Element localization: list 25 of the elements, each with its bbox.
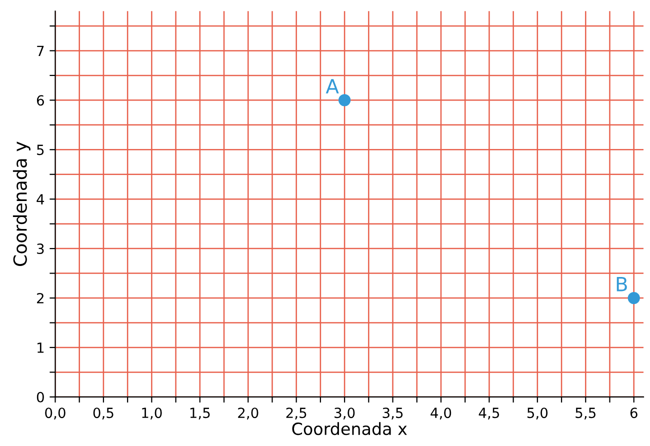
y-tick-label: 4: [36, 194, 44, 204]
x-tick-label: 5,0: [527, 408, 548, 420]
x-tick-label: 0,5: [93, 408, 114, 420]
x-tick-label: 1,5: [190, 408, 210, 420]
y-tick-label: 5: [37, 144, 44, 156]
x-tick-label: 2,5: [286, 408, 306, 420]
x-tick-label: 3,5: [382, 408, 403, 420]
x-tick-label: 2,0: [238, 408, 258, 420]
x-tick-label: 4,0: [430, 408, 452, 420]
x-tick-label: 4,5: [478, 408, 500, 420]
y-tick-label: 0: [36, 392, 44, 402]
y-tick-label: 2: [37, 292, 44, 304]
y-tick-label: 1: [38, 342, 44, 353]
x-axis-title: Coordenada x: [292, 422, 407, 436]
x-tick-label: 0,0: [45, 408, 66, 420]
annotation: A: [326, 79, 339, 94]
y-tick-label: 3: [37, 244, 44, 254]
x-tick-label: 6: [630, 408, 638, 418]
x-tick-label: 3,0: [334, 408, 355, 420]
x-tick-label: 1,0: [142, 408, 162, 420]
annotation: B: [616, 277, 627, 292]
y-axis-title: Coordenada y: [12, 142, 30, 266]
y-tick-label: 7: [37, 46, 44, 56]
x-tick-label: 5,5: [576, 408, 596, 420]
y-tick-label: 6: [36, 95, 44, 106]
